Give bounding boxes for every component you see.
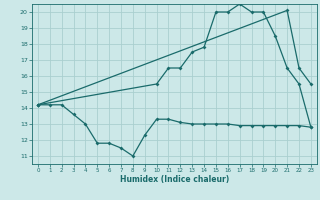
X-axis label: Humidex (Indice chaleur): Humidex (Indice chaleur) <box>120 175 229 184</box>
